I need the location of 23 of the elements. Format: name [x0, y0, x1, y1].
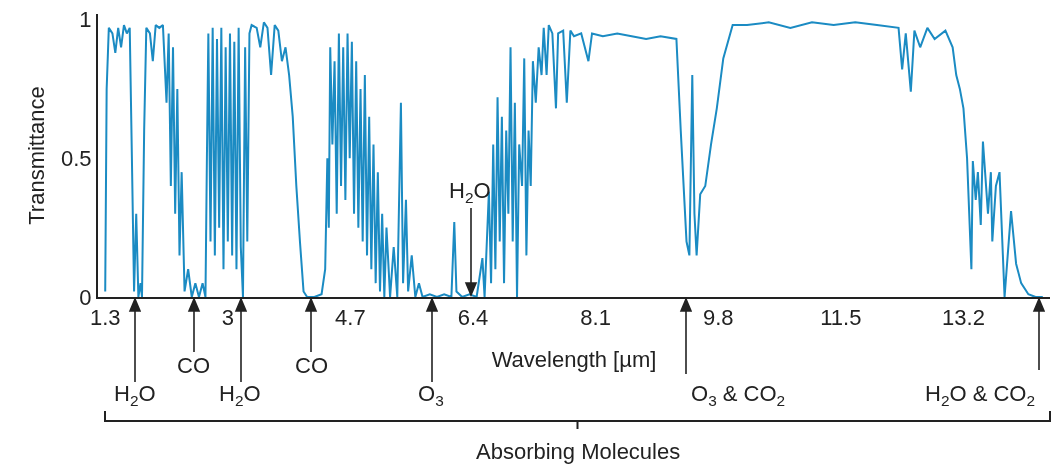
- y-tick-label: 0.5: [61, 145, 92, 171]
- x-tick-label: 6.4: [457, 305, 489, 331]
- x-tick-label: 11.5: [820, 305, 862, 331]
- x-tick-label: 1.3: [89, 305, 121, 331]
- line-series: [104, 21, 1044, 297]
- text: H$_{2}$O: [114, 381, 156, 409]
- annotation: H$_{2}$O: [449, 178, 491, 206]
- text: CO: [177, 353, 210, 378]
- text: Absorbing Molecules: [476, 439, 681, 464]
- x-tick-label: 3: [221, 305, 234, 331]
- x-tick-label: 4.7: [335, 305, 366, 331]
- text: H$_{2}$O: [219, 381, 261, 409]
- x-tick-label: 13.2: [942, 305, 985, 331]
- x-tick-label: 9.8: [702, 305, 734, 331]
- text: CO: [295, 353, 328, 378]
- y-tick-label: 0: [79, 284, 92, 310]
- text: O$_{3}$ & CO$_{2}$: [691, 381, 786, 409]
- x-tick-label: 8.1: [580, 305, 611, 331]
- y-axis-title: Transmittance: [24, 86, 50, 225]
- x-axis-title: Wavelength [µm]: [491, 346, 657, 372]
- y-tick-label: 1: [79, 7, 92, 33]
- text: H$_{2}$O & CO$_{2}$: [925, 381, 1036, 409]
- text: O$_{3}$: [418, 381, 444, 409]
